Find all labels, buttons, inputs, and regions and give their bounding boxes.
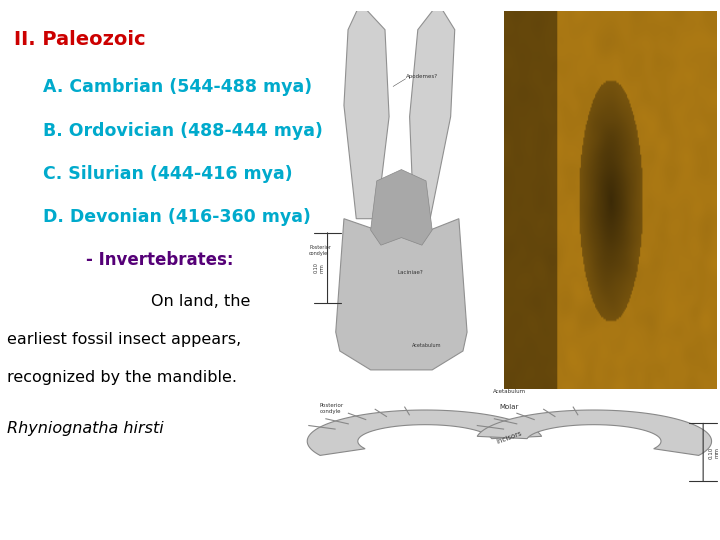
Text: Laciniae?: Laciniae?	[397, 271, 423, 275]
Text: Acetabulum: Acetabulum	[492, 389, 526, 394]
Text: Molar: Molar	[500, 404, 519, 410]
Polygon shape	[336, 219, 467, 370]
Polygon shape	[307, 410, 541, 455]
Text: II. Paleozoic: II. Paleozoic	[14, 30, 146, 49]
Polygon shape	[410, 3, 455, 219]
Text: D. Devonian (416-360 mya): D. Devonian (416-360 mya)	[43, 208, 311, 226]
Text: earliest fossil insect appears,: earliest fossil insect appears,	[7, 332, 241, 347]
Text: On land, the: On land, the	[151, 294, 251, 309]
Text: Apodemes?: Apodemes?	[405, 74, 438, 79]
Text: Incisors: Incisors	[496, 430, 523, 445]
Polygon shape	[477, 410, 711, 455]
Text: 0.10
mm: 0.10 mm	[314, 262, 325, 273]
Text: 0.10
mm: 0.10 mm	[708, 446, 719, 458]
Text: B. Ordovician (488-444 mya): B. Ordovician (488-444 mya)	[43, 122, 323, 139]
Text: recognized by the mandible.: recognized by the mandible.	[7, 370, 237, 385]
Text: Posterior
condyle: Posterior condyle	[309, 245, 331, 256]
Text: A. Cambrian (544-488 mya): A. Cambrian (544-488 mya)	[43, 78, 312, 96]
Polygon shape	[344, 3, 389, 219]
Text: Rhyniognatha hirsti: Rhyniognatha hirsti	[7, 421, 164, 436]
Text: Posterior
condyle: Posterior condyle	[320, 403, 344, 414]
Text: C. Silurian (444-416 mya): C. Silurian (444-416 mya)	[43, 165, 293, 183]
Polygon shape	[371, 170, 432, 245]
Text: - Invertebrates:: - Invertebrates:	[86, 251, 234, 269]
Text: Acetabulum: Acetabulum	[412, 343, 441, 348]
